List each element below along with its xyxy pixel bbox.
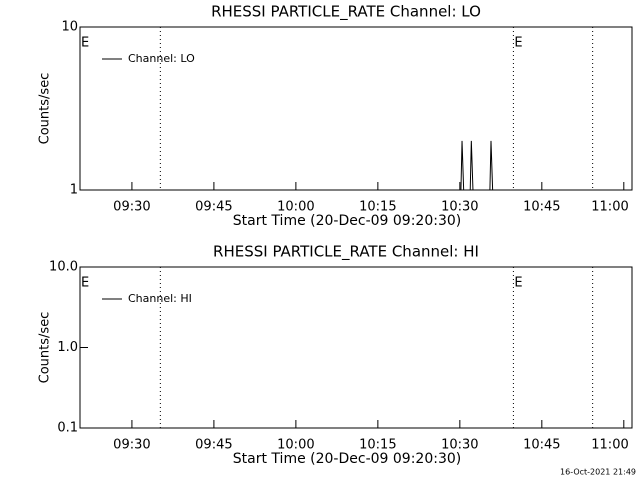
x-tick-label: 10:30 <box>441 438 478 453</box>
x-tick-label: 11:00 <box>591 200 628 215</box>
legend-label: Channel: HI <box>128 292 192 305</box>
x-tick-label: 09:45 <box>195 200 232 215</box>
x-tick-label: 10:15 <box>359 200 396 215</box>
y-tick-label: 1.0 <box>57 340 78 355</box>
y-tick-label: 10 <box>61 20 78 35</box>
x-tick-label: 10:00 <box>277 200 314 215</box>
x-tick-label: 10:45 <box>523 200 560 215</box>
event-label: E <box>81 276 89 291</box>
y-tick-label: 10.0 <box>49 260 78 275</box>
y-axis-label: Counts/sec <box>38 73 53 145</box>
chart-title: RHESSI PARTICLE_RATE Channel: HI <box>213 243 479 262</box>
x-tick-label: 10:15 <box>359 438 396 453</box>
event-label: E <box>514 276 522 291</box>
x-axis-label: Start Time (20-Dec-09 09:20:30) <box>233 213 461 229</box>
data-line <box>80 140 632 191</box>
y-tick-label: 0.1 <box>57 421 78 436</box>
y-tick-label: 1 <box>70 183 78 198</box>
x-tick-label: 10:30 <box>441 200 478 215</box>
x-tick-label: 10:00 <box>277 438 314 453</box>
legend-label: Channel: LO <box>128 52 195 65</box>
x-axis-label: Start Time (20-Dec-09 09:20:30) <box>233 451 461 467</box>
x-tick-label: 09:30 <box>113 438 150 453</box>
chart-title: RHESSI PARTICLE_RATE Channel: LO <box>211 3 481 22</box>
footer: 16-Oct-2021 21:49 <box>560 468 636 477</box>
x-tick-label: 11:00 <box>591 438 628 453</box>
event-label: E <box>81 36 89 51</box>
x-tick-label: 09:45 <box>195 438 232 453</box>
x-tick-label: 09:30 <box>113 200 150 215</box>
y-axis-label: Counts/sec <box>38 312 53 384</box>
x-tick-label: 10:45 <box>523 438 560 453</box>
event-label: E <box>514 36 522 51</box>
